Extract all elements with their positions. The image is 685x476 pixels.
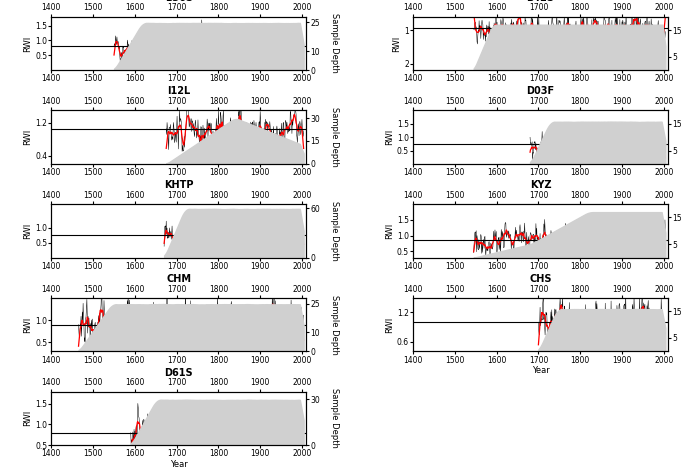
Y-axis label: RWI: RWI (23, 317, 32, 333)
Title: D03F: D03F (527, 87, 555, 97)
Title: KHTP: KHTP (164, 180, 193, 190)
Y-axis label: Sample Depth: Sample Depth (329, 295, 338, 355)
X-axis label: Year: Year (170, 460, 188, 468)
Y-axis label: RWI: RWI (23, 223, 32, 239)
Y-axis label: RWI: RWI (23, 129, 32, 145)
Title: B42S: B42S (527, 0, 554, 3)
Y-axis label: RWI: RWI (23, 410, 32, 426)
Title: D61S: D61S (164, 367, 193, 377)
Y-axis label: Sample Depth: Sample Depth (329, 201, 339, 261)
Title: KYZ: KYZ (530, 180, 551, 190)
Title: I12L: I12L (167, 87, 190, 97)
Y-axis label: RWI: RWI (385, 317, 394, 333)
Y-axis label: RWI: RWI (385, 223, 394, 239)
X-axis label: Year: Year (532, 366, 549, 375)
Y-axis label: Sample Depth: Sample Depth (329, 13, 338, 73)
Y-axis label: Sample Depth: Sample Depth (329, 388, 339, 448)
Y-axis label: RWI: RWI (23, 35, 32, 51)
Y-axis label: RWI: RWI (385, 129, 394, 145)
Title: CHM: CHM (166, 274, 191, 284)
Y-axis label: Sample Depth: Sample Depth (329, 107, 339, 167)
Title: B36S: B36S (165, 0, 192, 3)
Title: CHS: CHS (530, 274, 551, 284)
Y-axis label: RWI: RWI (393, 35, 401, 51)
